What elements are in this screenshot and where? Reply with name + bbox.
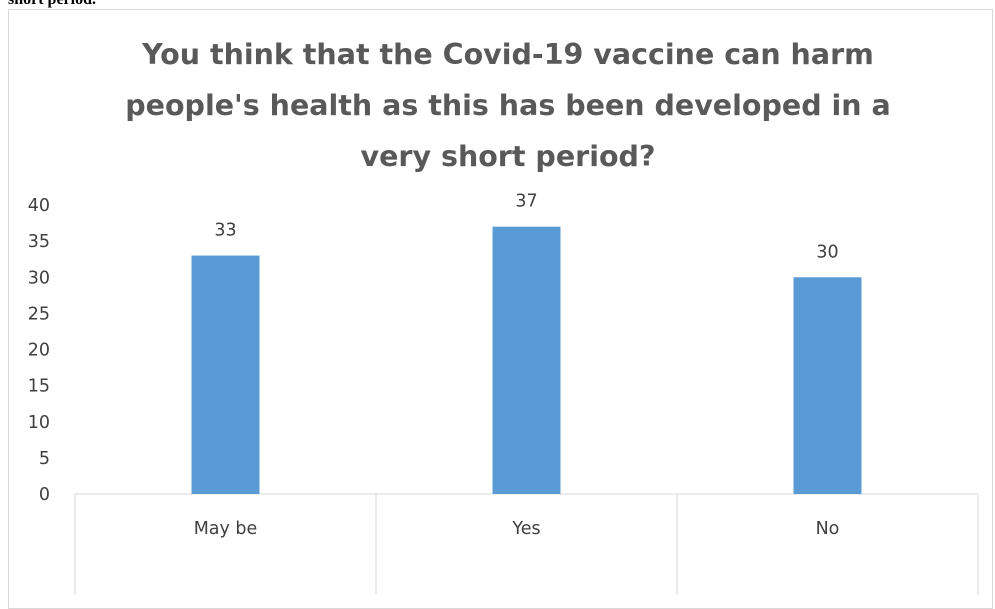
chart-title-line-1: You think that the Covid-19 vaccine can … bbox=[141, 38, 874, 71]
data-label: 37 bbox=[515, 192, 537, 212]
y-tick-label-5: 5 bbox=[39, 449, 50, 469]
cut-off-caption: short period. bbox=[8, 0, 96, 9]
category-label: No bbox=[816, 519, 840, 539]
data-label: 33 bbox=[214, 221, 236, 241]
y-tick-label-20: 20 bbox=[28, 341, 50, 361]
chart-title-line-2: people's health as this has been develop… bbox=[125, 89, 891, 122]
data-labels: 33 37 30 bbox=[214, 192, 838, 263]
chart-title: You think that the Covid-19 vaccine can … bbox=[125, 38, 891, 173]
y-tick-label-40: 40 bbox=[28, 196, 50, 216]
bar-no bbox=[793, 277, 862, 494]
x-axis bbox=[74, 493, 979, 595]
y-axis: 0 5 10 15 20 25 30 35 40 bbox=[28, 196, 50, 505]
category-label: Yes bbox=[511, 519, 540, 539]
bar-may-be bbox=[191, 255, 260, 494]
bar-yes bbox=[492, 226, 561, 495]
y-tick-label-30: 30 bbox=[28, 268, 50, 288]
y-tick-label-10: 10 bbox=[28, 413, 50, 433]
y-tick-label-0: 0 bbox=[39, 485, 50, 505]
chart-title-line-3: very short period? bbox=[361, 140, 656, 173]
y-tick-label-25: 25 bbox=[28, 304, 50, 324]
y-tick-label-35: 35 bbox=[28, 232, 50, 252]
category-labels: May be Yes No bbox=[194, 519, 840, 539]
category-label: May be bbox=[194, 519, 258, 539]
data-label: 30 bbox=[816, 242, 838, 262]
y-tick-label-15: 15 bbox=[28, 377, 50, 397]
bars bbox=[191, 226, 862, 495]
